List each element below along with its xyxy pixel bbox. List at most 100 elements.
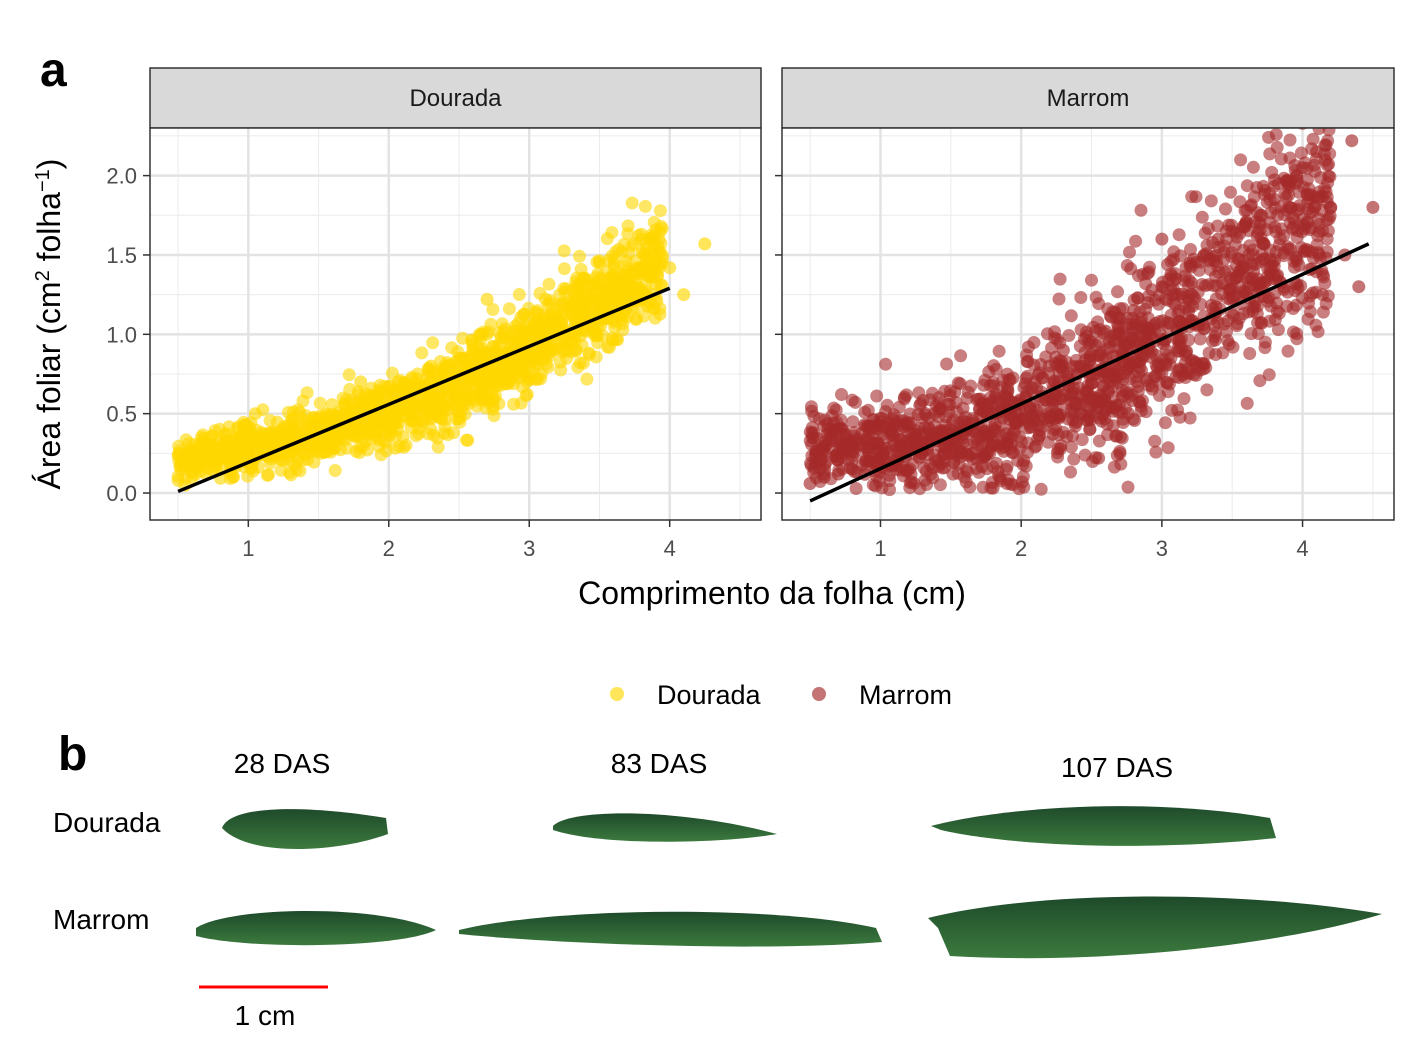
x-axis-title: Comprimento da folha (cm): [578, 575, 966, 611]
data-point-marrom: [1092, 434, 1106, 448]
data-point-marrom: [879, 357, 893, 371]
data-point-marrom: [817, 470, 831, 484]
data-point-dourada: [274, 463, 288, 477]
data-point-dourada: [313, 396, 327, 410]
data-point-marrom: [1023, 420, 1037, 434]
data-point-marrom: [1080, 325, 1093, 339]
data-point-marrom: [938, 384, 952, 398]
data-point-marrom: [1017, 381, 1031, 395]
data-point-marrom: [1064, 309, 1078, 323]
data-point-dourada: [452, 351, 466, 365]
data-point-dourada: [247, 430, 261, 444]
data-point-marrom: [1298, 245, 1312, 258]
data-point-marrom: [1017, 480, 1031, 494]
data-point-marrom: [1001, 473, 1015, 487]
data-point-marrom: [866, 478, 880, 492]
data-point-dourada: [632, 281, 646, 295]
data-point-dourada: [438, 420, 452, 434]
legend-label-marrom: Marrom: [859, 680, 952, 710]
data-point-dourada: [597, 290, 611, 304]
data-point-marrom: [1283, 133, 1297, 147]
data-point-marrom: [1129, 234, 1143, 248]
data-point-marrom: [1310, 145, 1324, 159]
data-point-marrom: [1052, 292, 1066, 306]
data-point-marrom: [1234, 153, 1248, 167]
data-point-dourada: [245, 461, 259, 475]
data-point-dourada: [283, 417, 297, 431]
data-point-dourada: [460, 386, 473, 400]
data-point-dourada: [185, 470, 199, 484]
data-point-dourada: [494, 378, 508, 392]
data-point-marrom: [1056, 343, 1070, 357]
data-point-marrom: [1219, 202, 1232, 216]
data-point-dourada: [410, 372, 424, 386]
data-point-marrom: [1320, 158, 1334, 172]
data-point-dourada: [512, 288, 526, 301]
data-point-marrom: [1254, 316, 1268, 329]
facet-label-dourada: Dourada: [409, 85, 502, 112]
data-point-dourada: [340, 407, 354, 421]
data-point-dourada: [354, 375, 368, 389]
legend-label-dourada: Dourada: [657, 680, 762, 710]
data-point-marrom: [848, 395, 862, 409]
data-point-dourada: [578, 288, 592, 302]
plot-area-marrom: [781, 127, 1395, 521]
data-point-marrom: [1226, 308, 1240, 322]
data-point-marrom: [915, 411, 929, 425]
data-point-dourada: [456, 331, 470, 345]
data-point-marrom: [1099, 324, 1113, 338]
data-point-marrom: [1195, 210, 1209, 224]
data-point-dourada: [281, 405, 295, 419]
data-point-dourada: [613, 310, 626, 324]
panel-letter-a: a: [40, 44, 67, 97]
data-point-marrom: [1027, 358, 1041, 372]
data-point-dourada: [621, 227, 635, 241]
data-point-marrom: [1204, 194, 1218, 208]
data-point-marrom: [1067, 452, 1081, 466]
x-tick-label-marrom: 3: [1156, 536, 1168, 561]
data-point-marrom: [1244, 327, 1258, 341]
data-point-marrom: [1084, 393, 1098, 407]
data-point-marrom: [1177, 392, 1191, 406]
data-point-marrom: [1250, 181, 1264, 194]
data-point-marrom: [1017, 454, 1031, 467]
x-tick-label-marrom: 1: [874, 536, 886, 561]
data-point-dourada: [557, 244, 571, 258]
data-point-marrom: [1301, 216, 1315, 229]
data-point-marrom: [1256, 237, 1270, 250]
data-point-dourada: [536, 319, 550, 333]
data-point-dourada: [560, 345, 574, 358]
data-point-marrom: [1198, 279, 1212, 293]
facet-strip-dourada: Dourada: [149, 67, 762, 129]
data-point-marrom: [941, 397, 955, 411]
data-point-dourada: [336, 391, 350, 405]
data-point-marrom: [1306, 132, 1320, 146]
data-point-marrom: [1262, 130, 1276, 144]
data-point-dourada: [348, 430, 362, 444]
column-label-83-das: 83 DAS: [611, 748, 708, 779]
data-point-marrom: [1243, 347, 1257, 360]
data-point-marrom: [928, 448, 942, 462]
data-point-marrom: [1268, 313, 1282, 327]
data-point-dourada: [504, 373, 518, 387]
data-point-marrom: [1271, 177, 1285, 191]
data-point-marrom: [1000, 367, 1014, 381]
data-point-dourada: [635, 267, 649, 281]
leaf-marrom-107-das: [928, 896, 1382, 959]
data-point-marrom: [1131, 379, 1145, 393]
data-point-dourada: [480, 292, 494, 306]
data-point-marrom: [1197, 248, 1211, 262]
data-point-marrom: [845, 462, 859, 476]
data-point-marrom: [1149, 445, 1163, 459]
data-point-marrom: [1085, 273, 1098, 287]
data-point-marrom: [1178, 300, 1192, 314]
data-point-marrom: [1018, 411, 1032, 424]
data-point-marrom: [1152, 297, 1166, 311]
data-point-dourada: [508, 319, 522, 333]
data-point-marrom: [1000, 391, 1014, 405]
data-point-dourada: [580, 372, 594, 386]
data-point-marrom: [1116, 383, 1129, 397]
data-point-marrom: [1179, 348, 1193, 362]
data-point-dourada: [290, 462, 304, 476]
data-point-marrom: [1311, 325, 1325, 339]
